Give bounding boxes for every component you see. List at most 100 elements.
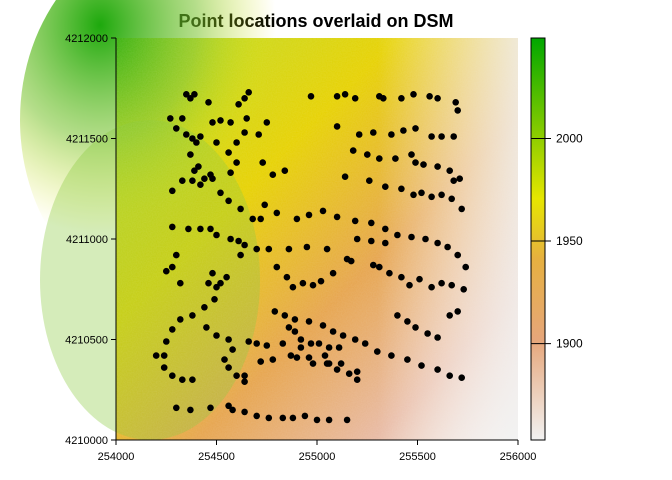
point-17 <box>243 115 250 122</box>
point-219 <box>374 348 381 355</box>
point-188 <box>382 183 389 190</box>
point-199 <box>382 225 389 233</box>
point-16 <box>227 119 234 126</box>
point-148 <box>428 283 435 291</box>
point-34 <box>281 167 289 174</box>
point-51 <box>197 225 204 233</box>
point-30 <box>227 169 234 176</box>
point-170 <box>400 127 407 134</box>
point-89 <box>325 344 333 351</box>
point-110 <box>269 356 277 363</box>
point-36 <box>179 177 186 184</box>
point-33 <box>269 171 277 178</box>
point-88 <box>315 340 323 347</box>
point-220 <box>388 352 395 359</box>
point-97 <box>353 368 361 376</box>
point-209 <box>382 239 389 247</box>
point-203 <box>434 239 441 247</box>
point-31 <box>233 159 240 166</box>
point-142 <box>370 261 377 269</box>
x-tick-label-3: 255500 <box>399 451 436 463</box>
point-72 <box>211 296 218 303</box>
point-123 <box>229 406 236 414</box>
point-124 <box>241 408 248 416</box>
point-99 <box>179 376 186 384</box>
point-81 <box>221 356 228 363</box>
point-211 <box>281 312 289 319</box>
point-44 <box>261 201 269 209</box>
point-25 <box>195 163 202 170</box>
point-52 <box>207 225 214 233</box>
point-139 <box>329 269 337 277</box>
point-67 <box>209 269 216 277</box>
point-190 <box>410 191 417 199</box>
point-55 <box>235 237 242 245</box>
colorbar: 1900 1950 2000 <box>530 37 583 441</box>
point-141 <box>347 257 355 265</box>
point-38 <box>201 175 208 182</box>
point-216 <box>339 332 347 339</box>
point-159 <box>380 95 387 102</box>
point-22 <box>225 149 232 156</box>
point-178 <box>392 155 399 162</box>
point-layer <box>152 89 470 424</box>
point-174 <box>450 133 458 140</box>
point-0 <box>183 91 190 98</box>
point-218 <box>361 340 369 347</box>
point-90 <box>335 344 343 351</box>
point-183 <box>446 167 454 174</box>
point-122 <box>225 402 232 410</box>
point-26 <box>191 167 198 174</box>
point-58 <box>253 245 260 253</box>
point-126 <box>265 414 273 422</box>
point-1 <box>187 95 194 102</box>
point-37 <box>189 177 196 184</box>
point-69 <box>217 279 224 287</box>
point-172 <box>428 133 435 140</box>
point-132 <box>343 416 351 424</box>
point-91 <box>285 324 293 331</box>
point-146 <box>406 281 413 289</box>
point-102 <box>160 352 168 359</box>
colorbar-tick-label-2: 2000 <box>556 132 583 146</box>
point-165 <box>454 107 462 114</box>
point-217 <box>351 336 359 343</box>
y-tick-label-2: 4211000 <box>66 234 108 246</box>
point-77 <box>203 324 210 331</box>
point-70 <box>223 273 230 281</box>
point-153 <box>446 312 454 319</box>
point-184 <box>450 177 458 184</box>
point-225 <box>458 374 466 382</box>
x-tick-label-1: 254500 <box>198 451 235 463</box>
point-194 <box>448 195 456 203</box>
point-20 <box>233 139 240 146</box>
x-tick-label-0: 254000 <box>98 451 135 463</box>
point-64 <box>169 263 176 271</box>
point-59 <box>265 245 273 253</box>
point-11 <box>189 135 196 142</box>
point-154 <box>307 93 315 100</box>
point-226 <box>394 312 401 319</box>
point-15 <box>217 117 224 124</box>
point-109 <box>257 358 265 365</box>
point-65 <box>163 267 170 275</box>
point-208 <box>368 237 375 245</box>
point-49 <box>169 223 176 231</box>
colorbar-ticks: 1900 1950 2000 <box>531 132 583 351</box>
point-169 <box>388 131 395 138</box>
point-202 <box>422 235 429 243</box>
point-13 <box>197 133 204 140</box>
point-179 <box>408 151 415 158</box>
point-111 <box>287 352 295 359</box>
point-134 <box>283 273 291 281</box>
point-181 <box>420 161 427 168</box>
point-135 <box>289 283 297 291</box>
point-180 <box>412 159 419 166</box>
point-41 <box>237 205 244 213</box>
point-45 <box>273 209 281 217</box>
point-98 <box>169 372 176 380</box>
point-149 <box>438 279 445 287</box>
point-63 <box>173 251 180 259</box>
point-227 <box>404 318 411 325</box>
point-119 <box>173 404 180 412</box>
